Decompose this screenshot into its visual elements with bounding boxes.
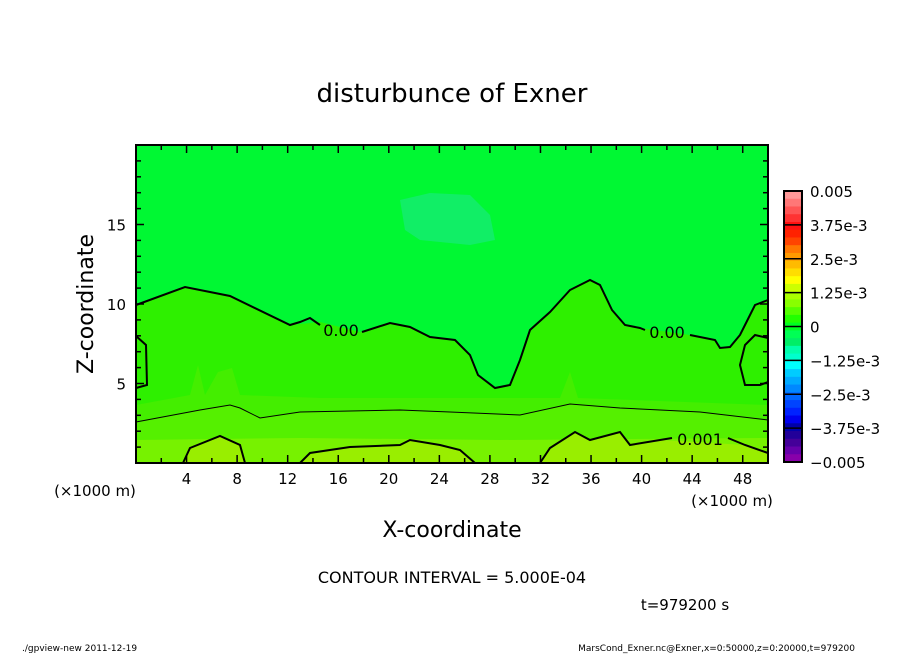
- y-tick-labels: 5 10 15: [107, 217, 126, 394]
- time-label: t=979200 s: [641, 596, 729, 614]
- footer-left: ./gpview-new 2011-12-19: [22, 644, 137, 654]
- contour-zero-left: [135, 285, 321, 327]
- colorbar-swatch: [784, 384, 802, 393]
- colorbar-label: 2.5e-3: [810, 251, 858, 269]
- colorbar-label: −3.75e-3: [810, 420, 880, 438]
- x-tick-label: 28: [480, 470, 499, 488]
- contour-thin: [135, 403, 769, 423]
- fill-negative-patch: [400, 193, 495, 245]
- colorbar-swatch: [784, 299, 802, 308]
- contour-zero-right-loop: [738, 333, 769, 386]
- x-tick-label: 48: [733, 470, 752, 488]
- plot-area: 0.00 0.00 0.001: [135, 144, 769, 464]
- colorbar-swatch: [784, 353, 802, 362]
- colorbar-swatch: [784, 245, 802, 254]
- colorbar-swatch: [784, 376, 802, 386]
- colorbar-swatch: [784, 392, 802, 401]
- x-tick-label: 36: [581, 470, 600, 488]
- colorbar-label: −2.5e-3: [810, 386, 871, 404]
- colorbar-label: 0.005: [810, 183, 853, 201]
- x-tick-labels: 4 8 12 16 20 24 28 32 36 40 44 48: [182, 470, 752, 488]
- colorbar-swatch: [784, 361, 802, 370]
- x-tick-label: 40: [632, 470, 651, 488]
- colorbar-swatch: [784, 415, 802, 424]
- colorbar-swatch: [784, 268, 802, 277]
- y-axis-label: Z-coordinate: [74, 234, 99, 374]
- colorbar-swatch: [784, 454, 802, 463]
- colorbar-swatch: [784, 283, 802, 293]
- contour-zero-mid: [361, 278, 646, 390]
- contour-label: 0.00: [649, 323, 685, 342]
- x-tick-label: 32: [531, 470, 550, 488]
- colorbar-swatch: [784, 260, 802, 269]
- contour-label: 0.00: [323, 321, 359, 340]
- x-axis-label: X-coordinate: [382, 518, 521, 543]
- x-tick-label: 44: [683, 470, 702, 488]
- colorbar-swatch: [784, 345, 802, 355]
- contour-lines: [135, 278, 769, 464]
- colorbar-swatch: [784, 252, 802, 262]
- axis-ticks: [136, 145, 768, 463]
- colorbar-swatch: [784, 221, 802, 231]
- colorbar-swatch: [784, 407, 802, 417]
- contour-interval: CONTOUR INTERVAL = 5.000E-04: [318, 568, 586, 587]
- x-tick-label: 24: [430, 470, 449, 488]
- y-tick-label: 10: [107, 296, 126, 314]
- colorbar-swatch: [784, 291, 802, 300]
- contour-001-b: [299, 438, 476, 464]
- x-tick-label: 4: [182, 470, 192, 488]
- colorbar-swatch: [784, 307, 802, 316]
- colorbar-swatch: [784, 237, 802, 246]
- colorbar-label: 1.25e-3: [810, 285, 868, 303]
- colorbar-swatch: [784, 400, 802, 409]
- z-unit-label: (×1000 m): [54, 482, 136, 500]
- colorbar-swatch: [784, 206, 802, 215]
- x-tick-label: 16: [329, 470, 348, 488]
- x-tick-label: 20: [379, 470, 398, 488]
- chart-title: disturbunce of Exner: [317, 79, 588, 109]
- colorbar-swatch: [784, 446, 802, 455]
- footer-right: MarsCond_Exner.nc@Exner,x=0:50000,z=0:20…: [578, 644, 855, 654]
- x-unit-label: (×1000 m): [691, 492, 773, 510]
- x-tick-label: 12: [278, 470, 297, 488]
- y-tick-label: 5: [116, 376, 126, 394]
- colorbar-swatch: [784, 198, 802, 207]
- colorbar-swatch: [784, 330, 802, 339]
- colorbar-swatch: [784, 369, 802, 378]
- colorbar-label: −1.25e-3: [810, 352, 880, 370]
- colorbar-frame: [783, 190, 803, 463]
- colorbar-swatch: [784, 229, 802, 238]
- colorbar-label: 3.75e-3: [810, 217, 868, 235]
- contour-001-a: [182, 434, 246, 464]
- fill-band-4: [183, 432, 768, 463]
- colorbar-swatch: [784, 191, 802, 200]
- colorbar-swatch: [784, 431, 802, 440]
- contour-001-c: [539, 430, 673, 464]
- colorbar-swatch: [784, 314, 802, 324]
- colorbar-swatch: [784, 214, 802, 223]
- contour-001-d: [727, 437, 769, 454]
- colorbar-label: −0.005: [810, 454, 866, 472]
- colorbar-labels: 0.005 3.75e-3 2.5e-3 1.25e-3 0 −1.25e-3 −2.5e-…: [810, 183, 880, 472]
- colorbar: [783, 190, 803, 463]
- contour-zero-right: [689, 299, 769, 350]
- colorbar-label: 0: [810, 319, 820, 337]
- colorbar-swatch: [784, 438, 802, 448]
- colorbar-swatch: [784, 338, 802, 347]
- y-tick-label: 15: [107, 217, 126, 235]
- x-tick-label: 8: [232, 470, 242, 488]
- colorbar-swatch: [784, 276, 802, 285]
- contour-zero-left-loop: [135, 335, 149, 389]
- contour-label: 0.001: [677, 430, 723, 449]
